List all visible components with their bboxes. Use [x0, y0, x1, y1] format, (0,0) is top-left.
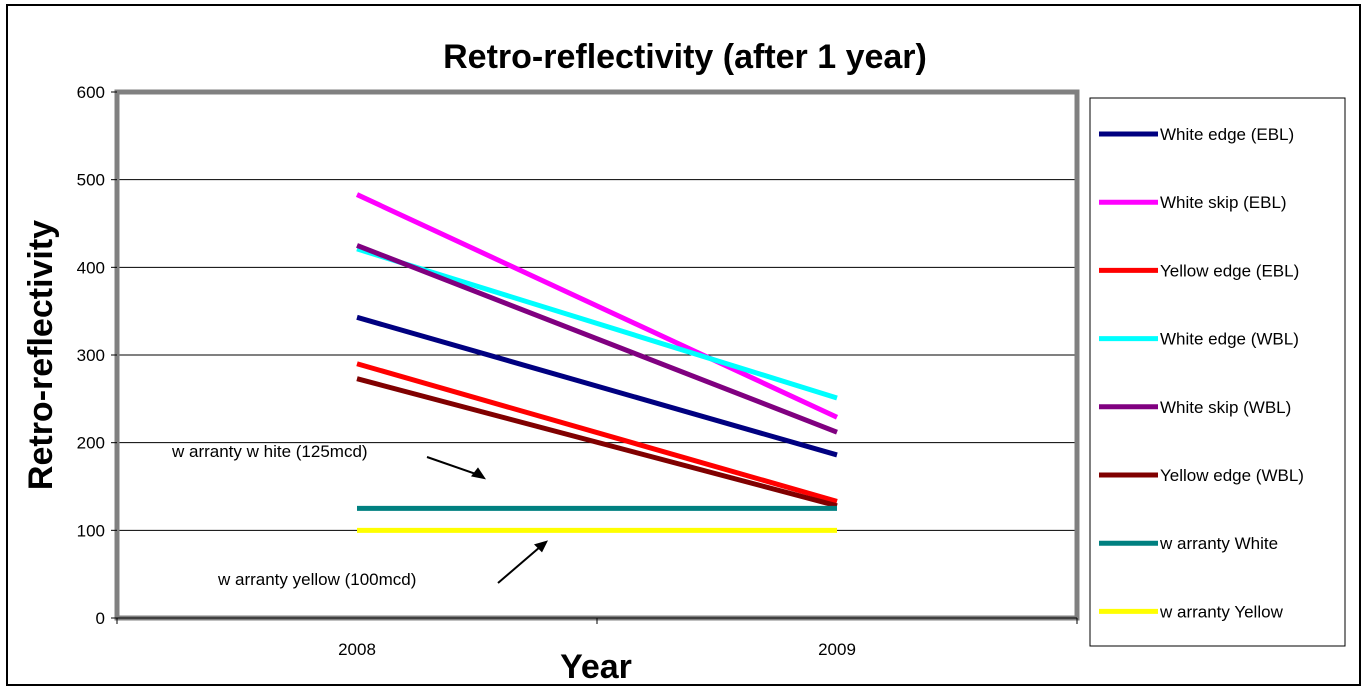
legend: White edge (EBL) White skip (EBL) Yellow e… — [1089, 97, 1346, 647]
arrowhead-icon — [534, 540, 548, 553]
annotation-arrow-yellow — [497, 543, 544, 584]
legend-label: White edge (WBL) — [1160, 330, 1299, 349]
annotation-arrow-white — [426, 456, 481, 477]
arrowhead-icon — [471, 467, 486, 480]
annotation-warranty-yellow: w arranty yellow (100mcd) — [217, 570, 416, 589]
y-tick-label: 500 — [77, 171, 105, 190]
series-line-yellow-edge-ebl — [356, 361, 838, 504]
legend-label: Yellow edge (WBL) — [1160, 466, 1304, 485]
x-tick-label: 2009 — [818, 640, 856, 659]
legend-label: w arranty White — [1159, 534, 1278, 553]
series-line-white-edge-ebl — [356, 314, 838, 458]
y-tick-label: 300 — [77, 346, 105, 365]
legend-box — [1089, 97, 1346, 647]
series-line-white-skip-ebl — [355, 192, 839, 420]
y-tick-label: 100 — [77, 521, 105, 540]
axes: 0 100 200 300 400 500 600 2008 2009 — [77, 83, 1078, 659]
legend-label: White edge (EBL) — [1160, 125, 1294, 144]
series-line-white-skip-wbl — [356, 243, 838, 435]
legend-label: White skip (EBL) — [1160, 193, 1287, 212]
y-tick-label: 400 — [77, 258, 105, 277]
series-lines — [355, 192, 839, 533]
annotation-warranty-white: w arranty w hite (125mcd) — [171, 442, 368, 461]
y-axis-title: Retro-reflectivity — [22, 220, 60, 490]
x-axis-title: Year — [560, 648, 632, 686]
legend-label: White skip (WBL) — [1160, 398, 1291, 417]
y-tick-label: 0 — [96, 609, 105, 628]
y-tick-label: 200 — [77, 434, 105, 453]
series-line-yellow-edge-wbl — [356, 376, 838, 509]
legend-label: w arranty Yellow — [1159, 602, 1284, 621]
chart-title: Retro-reflectivity (after 1 year) — [443, 38, 927, 76]
legend-label: Yellow edge (EBL) — [1160, 261, 1299, 280]
y-tick-label: 600 — [77, 83, 105, 102]
x-tick-label: 2008 — [338, 640, 376, 659]
annotations: w arranty w hite (125mcd) w arranty yello… — [171, 442, 548, 589]
series-line-white-edge-wbl — [356, 246, 838, 401]
gridlines — [117, 179, 1077, 531]
